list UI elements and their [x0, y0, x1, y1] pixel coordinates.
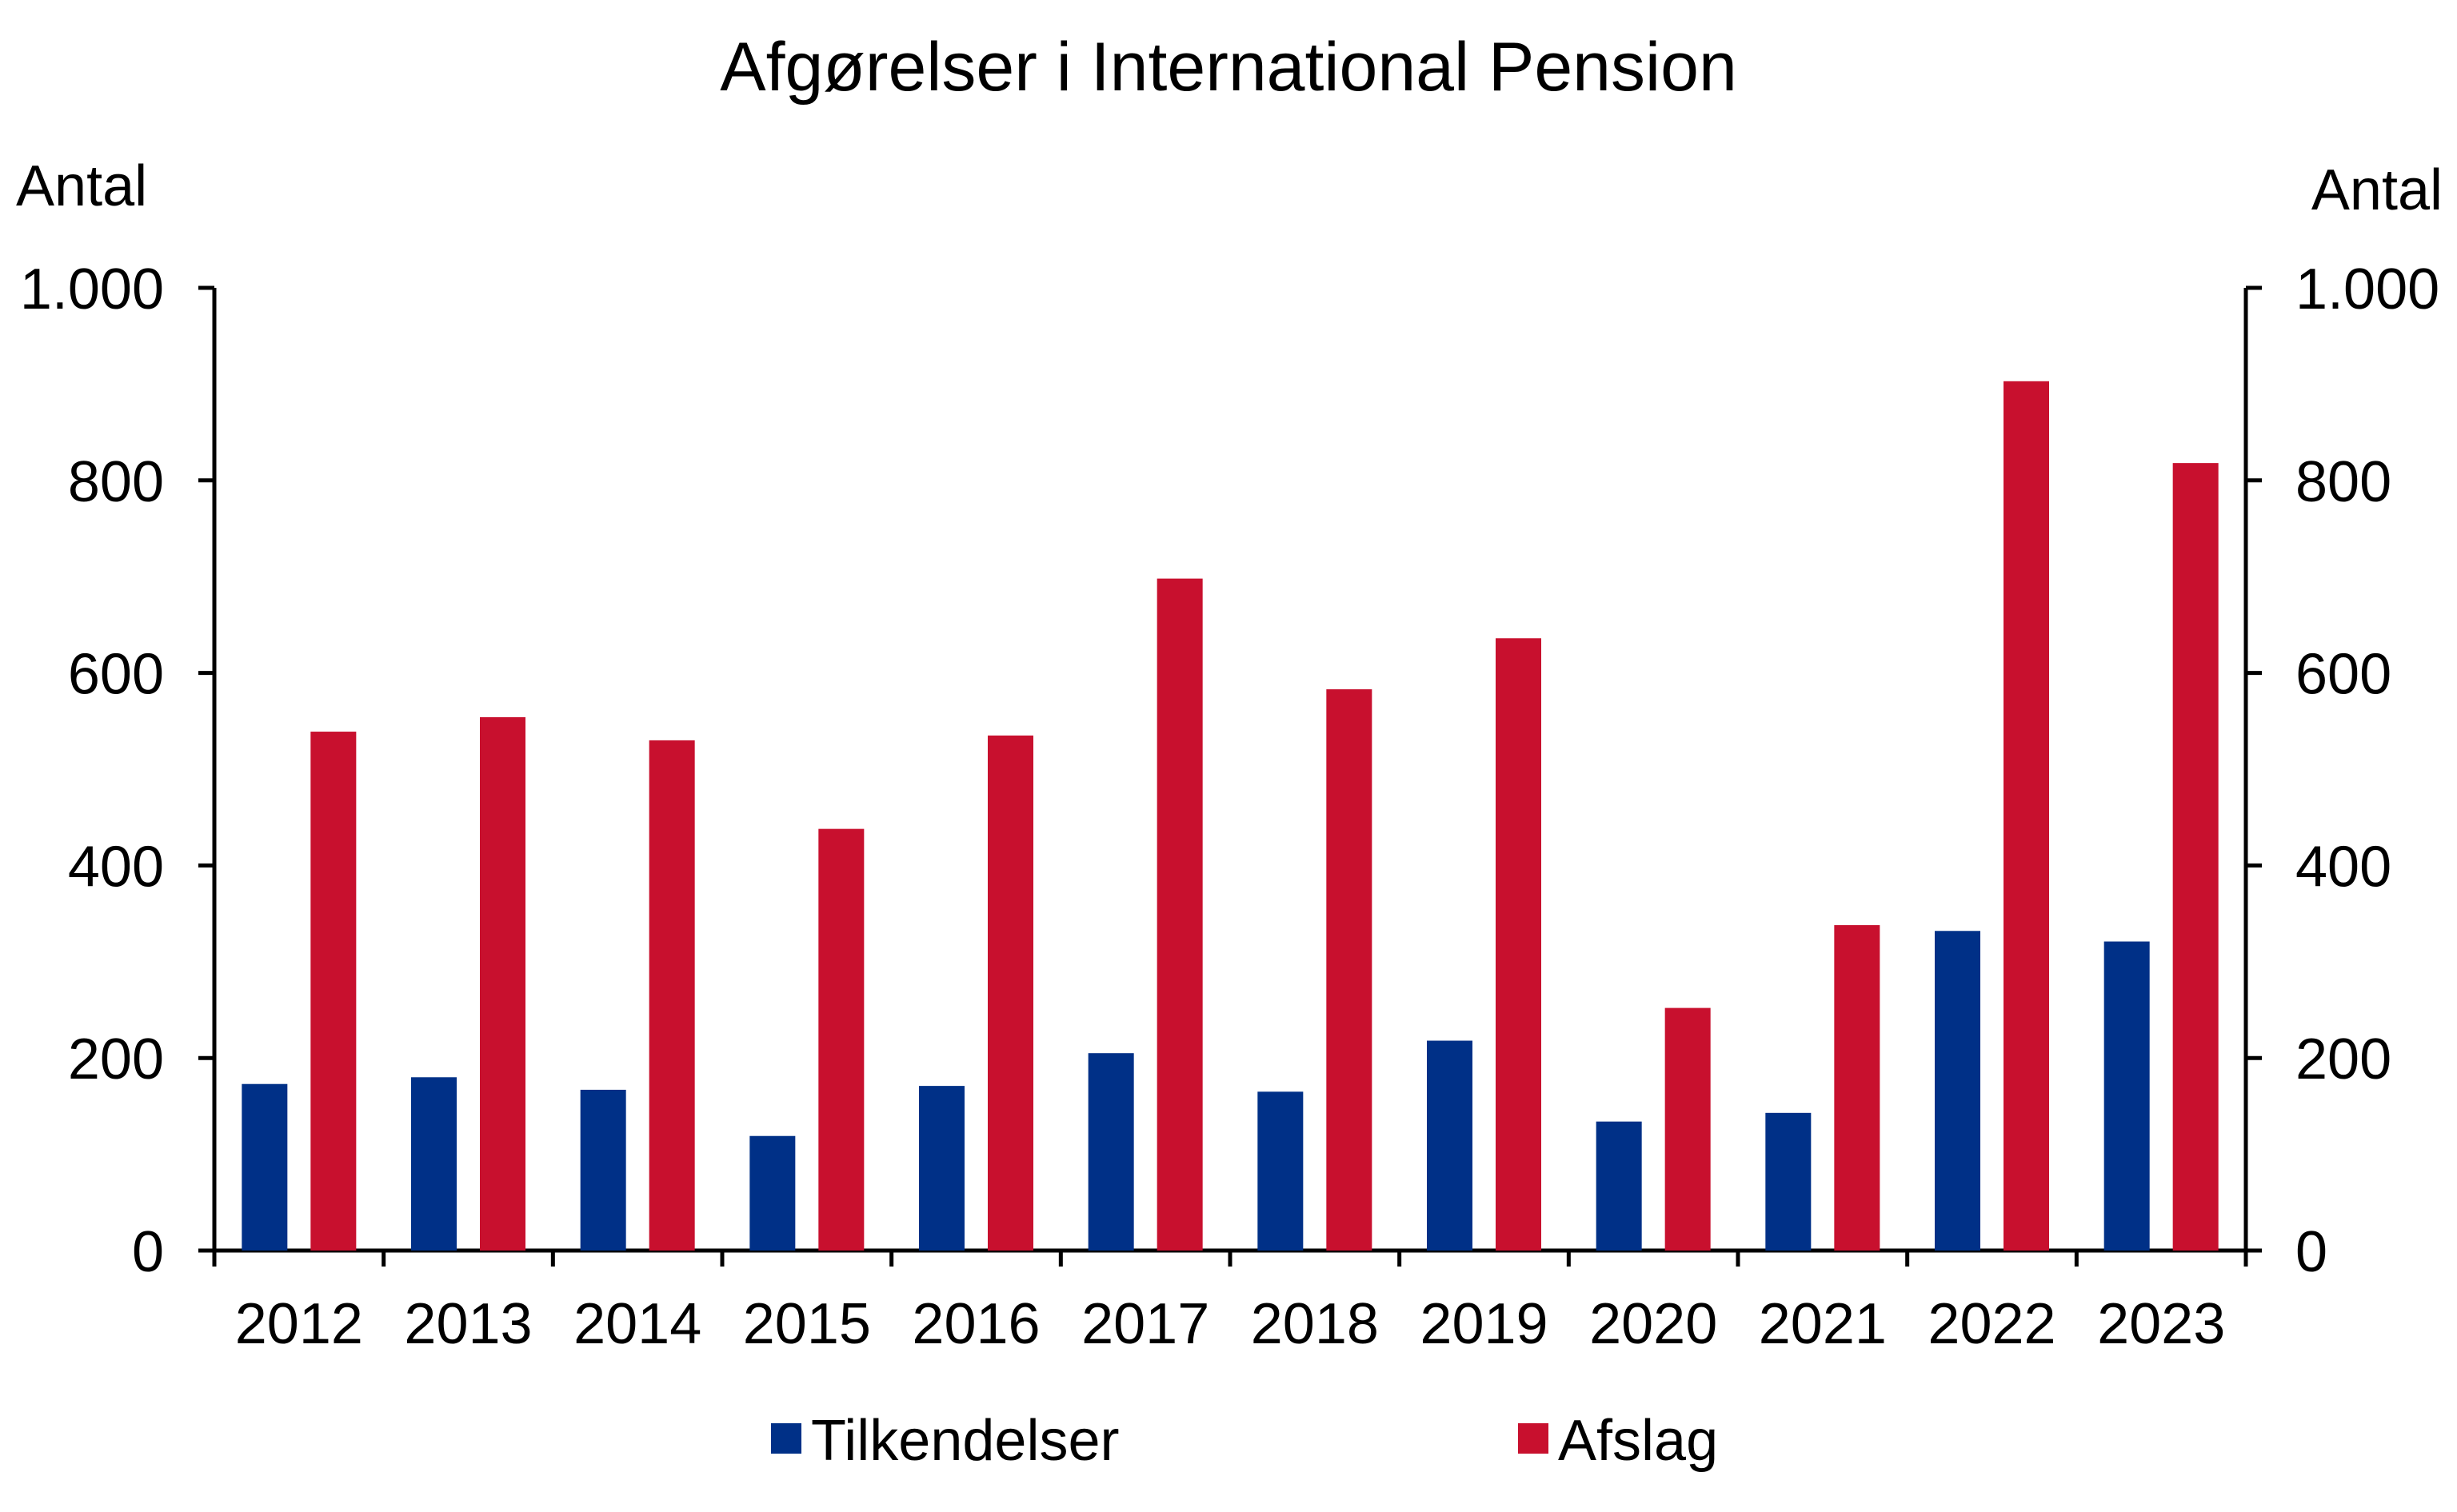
bar-tilkendelser-2014 — [580, 1089, 626, 1251]
y-tick-label-left: 0 — [132, 1220, 164, 1284]
y-tick-label-left: 400 — [68, 835, 164, 899]
bar-tilkendelser-2022 — [1935, 931, 1980, 1251]
bar-afslag-2016 — [988, 735, 1033, 1251]
x-tick-label: 2023 — [2097, 1292, 2225, 1356]
x-tick-label: 2014 — [573, 1292, 701, 1356]
bar-afslag-2020 — [1664, 1007, 1711, 1251]
y-tick-label-right: 400 — [2295, 835, 2391, 899]
bar-afslag-2014 — [649, 740, 695, 1251]
y-tick-label-left: 600 — [68, 643, 164, 707]
bar-afslag-2023 — [2172, 463, 2219, 1251]
legend-label-afslag: Afslag — [1558, 1409, 1718, 1473]
legend-swatch-afslag — [1518, 1423, 1548, 1454]
y-tick-label-right: 0 — [2295, 1220, 2327, 1284]
bar-tilkendelser-2017 — [1088, 1053, 1134, 1251]
x-tick-label: 2013 — [404, 1292, 532, 1356]
legend-swatch-tilkendelser — [771, 1423, 801, 1454]
x-tick-label: 2012 — [235, 1292, 363, 1356]
x-tick-label: 2021 — [1759, 1292, 1887, 1356]
y-tick-label-right: 200 — [2295, 1027, 2391, 1091]
bar-afslag-2018 — [1326, 689, 1372, 1251]
y-tick-label-left: 1.000 — [20, 257, 164, 321]
bar-afslag-2017 — [1157, 578, 1203, 1251]
bar-tilkendelser-2016 — [919, 1086, 965, 1251]
x-tick-label: 2016 — [912, 1292, 1040, 1356]
bar-tilkendelser-2013 — [411, 1077, 457, 1251]
y-axis-right-label: Antal — [2311, 158, 2443, 222]
bar-afslag-2021 — [1834, 925, 1880, 1251]
x-tick-label: 2022 — [1928, 1292, 2055, 1356]
x-tick-label: 2017 — [1081, 1292, 1209, 1356]
bar-tilkendelser-2015 — [749, 1135, 796, 1251]
y-tick-label-left: 800 — [68, 450, 164, 514]
bar-afslag-2015 — [818, 828, 865, 1251]
x-tick-label: 2015 — [743, 1292, 871, 1356]
bar-tilkendelser-2018 — [1257, 1091, 1304, 1251]
y-tick-label-right: 1.000 — [2295, 257, 2439, 321]
bar-afslag-2012 — [310, 732, 357, 1251]
chart-title: Afgørelser i International Pension — [720, 29, 1737, 106]
x-tick-label: 2020 — [1589, 1292, 1717, 1356]
bar-tilkendelser-2023 — [2103, 941, 2150, 1251]
bar-tilkendelser-2021 — [1765, 1112, 1812, 1251]
y-tick-label-left: 200 — [68, 1027, 164, 1091]
legend-label-tilkendelser: Tilkendelser — [811, 1409, 1120, 1473]
bar-afslag-2019 — [1496, 638, 1541, 1251]
x-tick-label: 2018 — [1251, 1292, 1379, 1356]
y-axis-left-label: Antal — [16, 154, 147, 218]
bar-afslag-2013 — [480, 716, 525, 1251]
bar-tilkendelser-2020 — [1596, 1121, 1642, 1251]
y-tick-label-right: 800 — [2295, 450, 2391, 514]
y-tick-label-right: 600 — [2295, 643, 2391, 707]
x-tick-label: 2019 — [1420, 1292, 1548, 1356]
bar-tilkendelser-2012 — [242, 1083, 288, 1251]
bar-tilkendelser-2019 — [1427, 1040, 1472, 1251]
bar-afslag-2022 — [2004, 381, 2049, 1251]
